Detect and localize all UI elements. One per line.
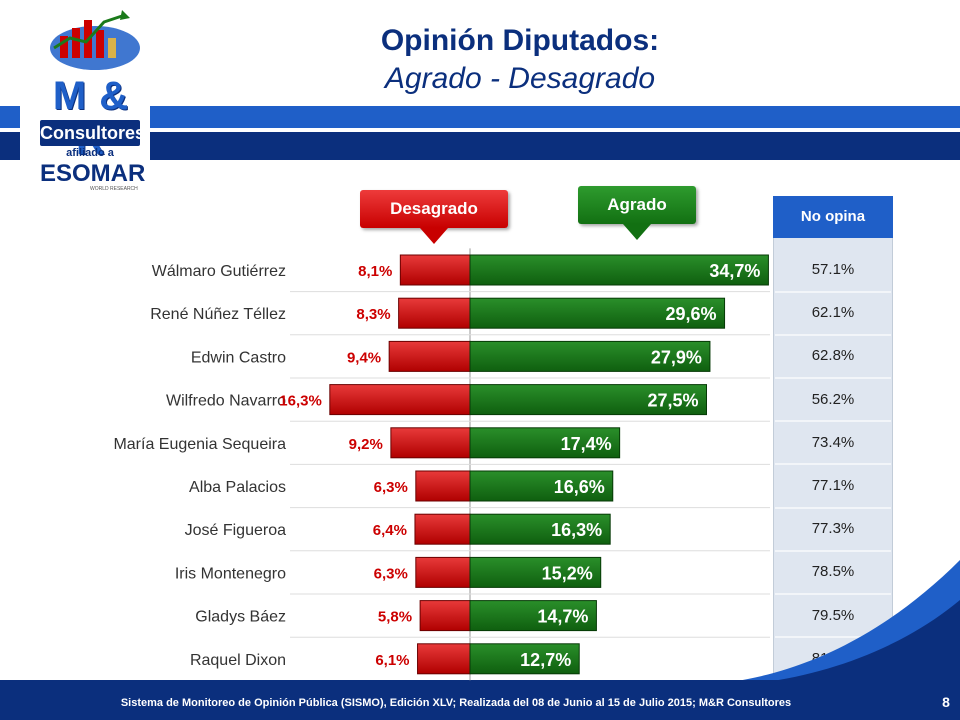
- bar-desagrado: [390, 427, 471, 459]
- category-label: Wilfredo Navarro: [166, 393, 286, 410]
- logo-affiliation: afiliado a: [66, 147, 114, 159]
- page-number: 8: [942, 694, 950, 710]
- data-label-desagrado: 9,4%: [347, 349, 381, 366]
- no-opina-separator: [775, 636, 891, 639]
- data-label-agrado: 34,7%: [709, 261, 760, 281]
- page-subtitle: Agrado - Desagrado: [384, 62, 656, 95]
- header-band-left-dark: [0, 132, 20, 160]
- no-opina-separator: [775, 420, 891, 423]
- category-label: Iris Montenegro: [175, 565, 286, 582]
- legend-agrado: Agrado: [578, 186, 696, 240]
- no-opina-separator: [775, 463, 891, 466]
- data-label-agrado: 27,9%: [651, 347, 702, 367]
- data-label-desagrado: 8,1%: [358, 263, 392, 280]
- data-label-agrado: 29,6%: [666, 304, 717, 324]
- bar-agrado: [469, 513, 611, 545]
- logo-chart-icon: [50, 10, 140, 70]
- data-label-desagrado: 6,1%: [375, 652, 409, 669]
- data-label-agrado: 12,7%: [520, 650, 571, 670]
- bar-agrado: [469, 556, 602, 588]
- bar-desagrado: [388, 340, 471, 372]
- footer-bar: [0, 680, 960, 720]
- category-label: Wálmaro Gutiérrez: [152, 263, 286, 280]
- data-label-agrado: 15,2%: [542, 563, 593, 583]
- bar-desagrado: [329, 384, 471, 416]
- company-logo: M & R Consultores afiliado a ESOMAR WORL…: [30, 8, 150, 193]
- bar-agrado: [469, 643, 580, 675]
- bar-desagrado: [415, 556, 471, 588]
- chart-grid: [290, 248, 770, 681]
- header-band-light: [150, 106, 960, 128]
- data-label-agrado: 17,4%: [561, 434, 612, 454]
- bar-agrado: [469, 427, 621, 459]
- bar-desagrado: [417, 643, 471, 675]
- no-opina-value: 78.5%: [811, 563, 855, 581]
- no-opina-value: 73.4%: [811, 433, 855, 451]
- bar-agrado: [469, 600, 597, 632]
- no-opina-value: 77.1%: [811, 477, 855, 494]
- category-label: Alba Palacios: [189, 479, 286, 496]
- no-opina-separator: [775, 593, 891, 595]
- legend-desagrado: Desagrado: [360, 190, 508, 244]
- no-opina-value: 56.2%: [811, 390, 855, 408]
- no-opina-value: 62.8%: [811, 347, 855, 365]
- chart-labels: Wálmaro Gutiérrez 8,1% 34,7% René Núñez Tél…: [113, 261, 760, 670]
- no-opina-separator: [775, 377, 891, 379]
- category-label: Gladys Báez: [195, 609, 286, 626]
- no-opina-value: 79.5%: [811, 606, 855, 624]
- logo-name: Consultores: [40, 120, 145, 146]
- no-opina-value: 77.3%: [811, 520, 855, 538]
- no-opina-separator: [775, 333, 891, 336]
- no-opina-separator: [775, 506, 891, 509]
- footer-wave-decoration: [700, 560, 960, 685]
- header-band-left-light: [0, 106, 20, 128]
- data-label-desagrado: 6,3%: [374, 565, 408, 582]
- bar-agrado: [469, 297, 726, 329]
- no-opina-header: No opina: [773, 196, 893, 238]
- page-title: Opinión Diputados:: [380, 24, 660, 57]
- bar-desagrado: [415, 470, 471, 502]
- bar-agrado: [469, 470, 614, 502]
- data-label-agrado: 27,5%: [647, 391, 698, 411]
- logo-partner: ESOMAR: [40, 160, 146, 187]
- category-label: María Eugenia Sequeira: [113, 436, 286, 453]
- category-label: José Figueroa: [185, 522, 286, 539]
- no-opina-value: 57.1%: [811, 261, 855, 278]
- bar-agrado: [469, 340, 711, 372]
- bar-desagrado: [414, 513, 471, 545]
- data-label-desagrado: 8,3%: [356, 306, 390, 323]
- no-opina-separator: [775, 290, 891, 293]
- no-opina-column: [773, 196, 893, 676]
- data-label-desagrado: 5,8%: [378, 609, 412, 626]
- bar-agrado: [469, 384, 707, 416]
- category-label: Raquel Dixon: [190, 652, 286, 669]
- no-opina-value: 62.1%: [811, 304, 855, 322]
- bar-desagrado: [419, 600, 471, 632]
- data-label-desagrado: 6,4%: [373, 522, 407, 539]
- data-label-desagrado: 6,3%: [374, 479, 408, 496]
- bar-desagrado: [399, 254, 471, 286]
- category-label: Edwin Castro: [191, 349, 286, 366]
- data-label-agrado: 16,3%: [551, 520, 602, 540]
- chart-bars: [329, 254, 769, 675]
- data-label-agrado: 16,6%: [554, 477, 605, 497]
- data-label-agrado: 14,7%: [537, 607, 588, 627]
- bar-desagrado: [398, 297, 471, 329]
- logo-partner-tagline: WORLD RESEARCH: [90, 186, 138, 192]
- data-label-desagrado: 16,3%: [279, 393, 322, 410]
- no-opina-separator: [775, 549, 891, 552]
- data-label-desagrado: 9,2%: [349, 436, 383, 453]
- header-band-dark: [150, 132, 960, 160]
- bar-agrado: [469, 254, 769, 286]
- category-label: René Núñez Téllez: [150, 306, 286, 323]
- footer-source: Sistema de Monitoreo de Opinión Pública …: [120, 697, 792, 709]
